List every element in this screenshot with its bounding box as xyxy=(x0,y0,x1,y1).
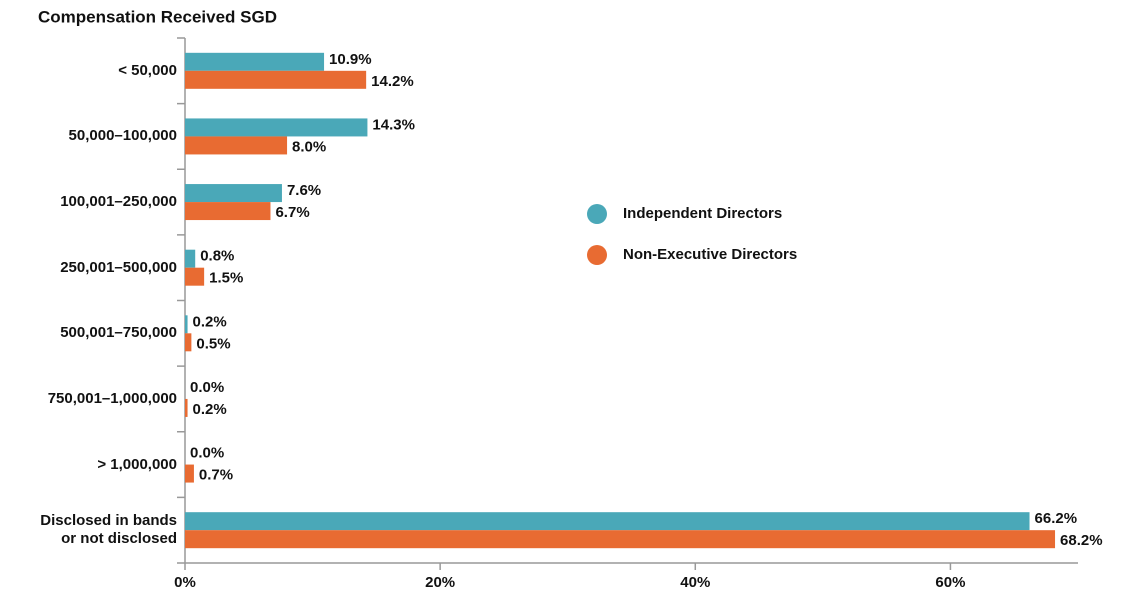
value-label: 14.2% xyxy=(371,73,414,90)
legend-marker xyxy=(587,245,607,265)
bar xyxy=(185,512,1030,531)
category-label: > 1,000,000 xyxy=(97,455,177,473)
bar xyxy=(185,202,271,221)
category-label: 500,001–750,000 xyxy=(60,324,177,342)
bar xyxy=(185,333,192,352)
category-label: 50,000–100,000 xyxy=(68,127,177,145)
bar xyxy=(185,70,367,89)
bar xyxy=(185,52,325,71)
bar xyxy=(185,530,1056,549)
bar xyxy=(185,118,368,137)
category-label: 250,001–500,000 xyxy=(60,258,177,276)
bar xyxy=(185,464,194,483)
x-tick-label: 60% xyxy=(935,574,965,591)
bar xyxy=(185,184,282,203)
value-label: 0.5% xyxy=(196,335,230,352)
value-label: 1.5% xyxy=(209,270,243,287)
x-tick-label: 40% xyxy=(680,574,710,591)
legend-label: Independent Directors xyxy=(623,205,782,222)
value-label: 0.8% xyxy=(200,248,234,265)
category-label: 100,001–250,000 xyxy=(60,193,177,211)
value-label: 68.2% xyxy=(1060,532,1103,549)
legend-marker xyxy=(587,204,607,224)
bar xyxy=(185,136,288,155)
bar xyxy=(185,249,196,268)
bar xyxy=(185,267,205,286)
value-label: 0.0% xyxy=(190,379,224,396)
value-label: 66.2% xyxy=(1035,510,1078,527)
value-label: 0.7% xyxy=(199,467,233,484)
value-label: 7.6% xyxy=(287,182,321,199)
bar xyxy=(185,315,188,334)
x-tick-label: 20% xyxy=(425,574,455,591)
chart-title: Compensation Received SGD xyxy=(38,7,277,26)
value-label: 0.2% xyxy=(193,401,227,418)
value-label: 0.0% xyxy=(190,445,224,462)
x-tick-label: 0% xyxy=(174,574,196,591)
category-label: 750,001–1,000,000 xyxy=(47,389,177,407)
category-label: Disclosed in bands or not disclosed xyxy=(40,512,177,548)
value-label: 8.0% xyxy=(292,138,326,155)
category-label: < 50,000 xyxy=(118,61,177,79)
bar xyxy=(185,398,188,417)
value-label: 10.9% xyxy=(329,51,372,68)
value-label: 6.7% xyxy=(275,204,309,221)
value-label: 14.3% xyxy=(372,116,415,133)
legend-label: Non-Executive Directors xyxy=(623,246,797,263)
value-label: 0.2% xyxy=(193,313,227,330)
